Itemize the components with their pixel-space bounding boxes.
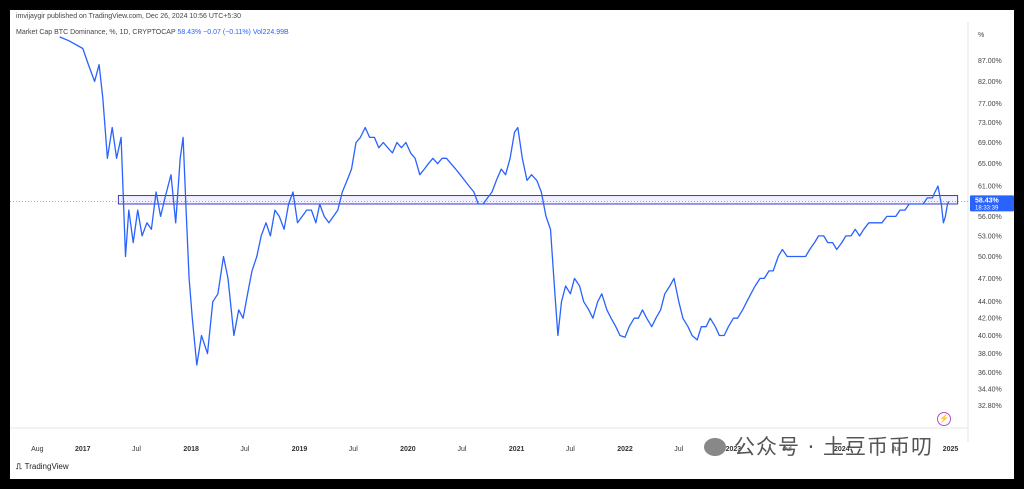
time-tick-label: Aug <box>31 446 44 453</box>
price-tick-label: 87.00% <box>978 58 1002 65</box>
time-tick-label: 2017 <box>75 446 91 453</box>
tradingview-logo[interactable]: ⎍ TradingView <box>16 462 69 472</box>
time-tick-label: 2023 <box>726 446 742 453</box>
time-tick-label: 2018 <box>183 446 199 453</box>
price-tick-label: 82.00% <box>978 79 1002 86</box>
countdown-label: 18:33:39 <box>975 205 999 211</box>
time-tick-label: Jul <box>566 446 575 453</box>
price-tick-label: 56.00% <box>978 214 1002 221</box>
symbol-name[interactable]: Market Cap BTC Dominance, %, 1D, CRYPTOC… <box>16 29 176 36</box>
time-tick-label: 2019 <box>292 446 308 453</box>
resistance-band <box>117 195 959 205</box>
price-tick-label: 42.00% <box>978 316 1002 323</box>
last-price-tag-box <box>970 195 1014 212</box>
price-tick-label: 47.00% <box>978 276 1002 283</box>
time-tick-label: 2021 <box>509 446 525 453</box>
time-tick-label: Jul <box>240 446 249 453</box>
time-axis[interactable]: Aug 2017 Jul 2018 Jul 2019 Jul 2020 Jul 2021 Jul 20… <box>31 446 958 453</box>
time-tick-label: Jul <box>674 446 683 453</box>
time-tick-label: Jul <box>457 446 466 453</box>
price-tick-label: 73.00% <box>978 120 1002 127</box>
watermark-text: 公众号 · 土豆币币叨 <box>734 435 934 459</box>
wechat-icon <box>704 438 726 456</box>
time-tick-label: Jul <box>891 446 900 453</box>
time-tick-label: 2020 <box>400 446 416 453</box>
chart-frame: imvijaygir published on TradingView.com,… <box>10 10 1014 479</box>
time-tick-label: 2022 <box>617 446 633 453</box>
price-tick-label: 61.00% <box>978 184 1002 191</box>
symbol-legend: Market Cap BTC Dominance, %, 1D, CRYPTOC… <box>16 29 289 36</box>
price-tick-label: 34.40% <box>978 386 1002 393</box>
price-tick-label: 32.80% <box>978 403 1002 410</box>
last-value: 58.43% <box>177 29 202 36</box>
price-chart[interactable]: % 87.00% 82.00% 77.00% 73.00% 69.00% 65.00% 61… <box>10 10 1014 479</box>
price-tick-label: 36.00% <box>978 370 1002 377</box>
change-value: −0.07 (−0.11%) <box>203 29 251 36</box>
watermark: 公众号 · 土豆币币叨 <box>704 431 933 461</box>
axis-unit-label: % <box>978 32 984 39</box>
price-tick-label: 69.00% <box>978 140 1002 147</box>
tradingview-label: TradingView <box>24 462 69 471</box>
price-tick-label: 65.00% <box>978 161 1002 168</box>
price-tick-label: 77.00% <box>978 101 1002 108</box>
time-tick-label: 2025 <box>943 446 959 453</box>
series-line <box>59 36 950 366</box>
last-price-tag: 58.43% 18:33:39 <box>970 195 1014 212</box>
flash-icon[interactable]: ⚡ <box>937 412 951 426</box>
publisher-line: imvijaygir published on TradingView.com,… <box>16 13 241 20</box>
price-tick-label: 53.00% <box>978 233 1002 240</box>
time-tick-label: Jul <box>349 446 358 453</box>
time-tick-label: Jul <box>783 446 792 453</box>
price-axis[interactable]: 87.00% 82.00% 77.00% 73.00% 69.00% 65.00% 61.0… <box>978 58 1002 410</box>
time-tick-label: 2024 <box>834 446 850 453</box>
price-tick-label: 50.00% <box>978 254 1002 261</box>
tradingview-mark-icon: ⎍ <box>16 462 22 471</box>
price-tick-label: 44.00% <box>978 299 1002 306</box>
price-tick-label: 40.00% <box>978 333 1002 340</box>
last-price-label: 58.43% <box>975 197 1000 204</box>
time-tick-label: Jul <box>132 446 141 453</box>
volume-value: Vol224.99B <box>252 29 289 36</box>
price-tick-label: 38.00% <box>978 351 1002 358</box>
